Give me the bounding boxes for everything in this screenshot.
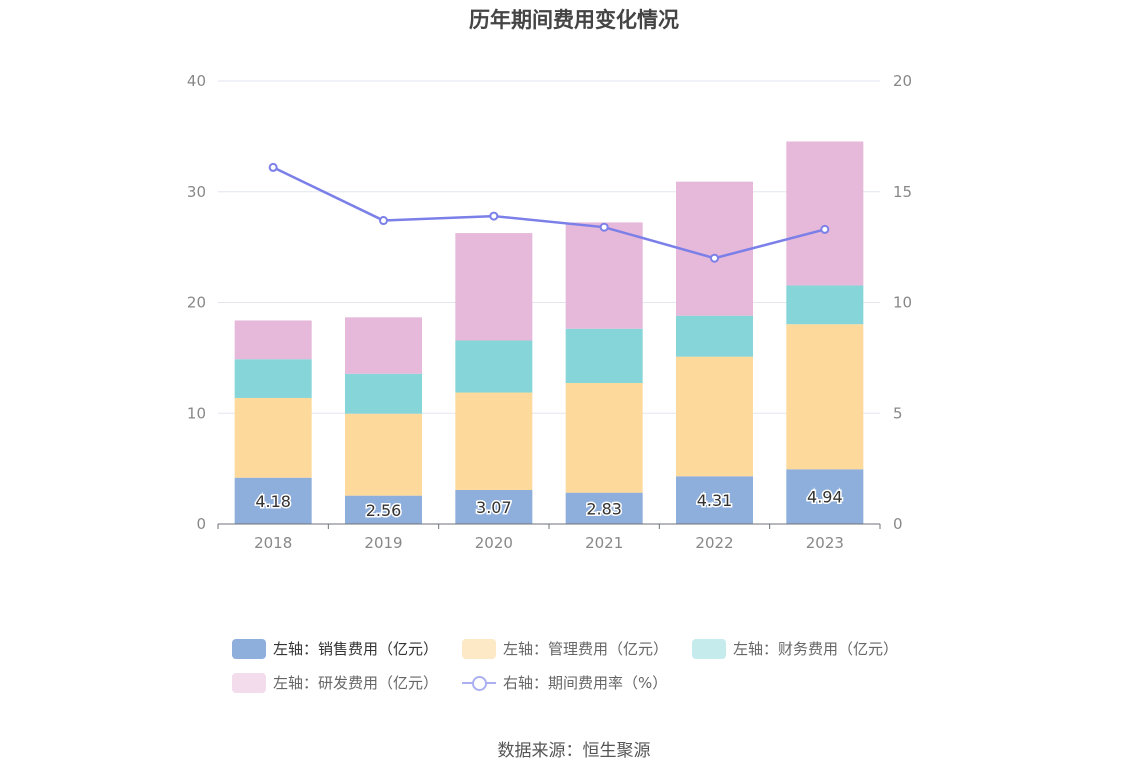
y-left-tick-label: 10: [187, 404, 206, 422]
legend-swatch-finance: [692, 638, 727, 659]
y-right-tick-label: 15: [893, 183, 912, 201]
data-label: 2.56: [366, 501, 402, 520]
x-tick-label: 2018: [254, 534, 292, 552]
legend-item-finance[interactable]: 左轴：财务费用（亿元）: [692, 638, 898, 659]
expense-rate-point: [820, 224, 830, 234]
legend-swatch-sales: [232, 638, 266, 659]
expense-rate-point: [268, 162, 278, 172]
data-label: 4.31: [697, 491, 733, 510]
legend-row-1: 左轴：销售费用（亿元） 左轴：管理费用（亿元） 左轴：财务费用（亿元）: [232, 638, 922, 659]
y-left-tick-label: 30: [187, 183, 206, 201]
expense-rate-point: [379, 216, 388, 226]
bar-segment-3: [234, 320, 312, 360]
bar-segment-0: [565, 492, 643, 524]
bar-segment-0: [345, 495, 422, 524]
bar-segment-1: [676, 356, 753, 477]
bar-segment-2: [676, 315, 753, 357]
source-note: 数据来源：恒生聚源: [497, 741, 651, 761]
bar-segment-3: [345, 317, 422, 374]
bar-segment-1: [345, 413, 422, 496]
bar-segment-0: [455, 489, 533, 524]
bar-segment-3: [565, 222, 643, 329]
bar-segment-0: [234, 477, 312, 524]
y-right-tick-label: 20: [893, 72, 912, 90]
bar-segment-1: [455, 392, 533, 490]
legend-item-sales[interactable]: 左轴：销售费用（亿元）: [232, 638, 438, 659]
bar-segment-2: [786, 285, 864, 325]
legend-item-expense-rate[interactable]: 右轴：期间费用率（%）: [462, 672, 667, 693]
bar-segment-2: [565, 328, 643, 384]
y-right-tick-label: 10: [893, 294, 912, 312]
legend-label-expense-rate: 右轴：期间费用率（%）: [503, 674, 668, 692]
y-left-tick-label: 20: [187, 294, 206, 312]
legend-swatch-rd: [232, 672, 266, 693]
bar-segment-0: [676, 476, 753, 524]
x-tick-label: 2021: [585, 534, 623, 552]
expense-rate-point: [710, 253, 719, 263]
data-label: 4.18: [255, 492, 291, 511]
legend-label-rd: 左轴：研发费用（亿元）: [273, 674, 439, 692]
legend-label-sales: 左轴：销售费用（亿元）: [273, 640, 439, 658]
x-tick-label: 2019: [364, 534, 402, 552]
x-tick-label: 2022: [695, 534, 733, 552]
legend-row-2: 左轴：研发费用（亿元） 右轴：期间费用率（%）: [232, 672, 691, 693]
legend-swatch-admin: [462, 638, 497, 659]
legend-item-admin[interactable]: 左轴：管理费用（亿元）: [462, 638, 668, 659]
data-label: 2.83: [586, 499, 622, 518]
bar-segment-1: [234, 397, 312, 478]
bar-segment-3: [676, 181, 753, 316]
legend-item-rd[interactable]: 左轴：研发费用（亿元）: [232, 672, 438, 693]
x-tick-label: 2020: [475, 534, 513, 552]
data-label: 3.07: [476, 498, 512, 517]
expense-rate-point: [599, 222, 609, 232]
bar-segment-2: [345, 373, 422, 414]
y-left-tick-label: 0: [196, 515, 206, 533]
bar-segment-3: [786, 141, 864, 286]
x-tick-label: 2023: [806, 534, 844, 552]
bar-segment-0: [786, 469, 864, 524]
bar-segment-1: [565, 383, 643, 493]
bar-segment-3: [455, 233, 533, 341]
expense-rate-line: [272, 166, 826, 260]
legend-label-admin: 左轴：管理费用（亿元）: [503, 640, 669, 658]
bar-segment-1: [786, 324, 864, 470]
data-label: 4.94: [807, 488, 843, 507]
legend-label-finance: 左轴：财务费用（亿元）: [733, 640, 899, 658]
legend-line-icon: [462, 673, 497, 693]
chart-title: 历年期间费用变化情况: [469, 8, 679, 32]
y-right-tick-label: 5: [893, 404, 903, 422]
y-left-tick-label: 40: [187, 72, 206, 90]
bar-segment-2: [455, 340, 533, 393]
bar-segment-2: [234, 359, 312, 398]
y-right-tick-label: 0: [893, 515, 903, 533]
expense-rate-point: [489, 211, 499, 221]
